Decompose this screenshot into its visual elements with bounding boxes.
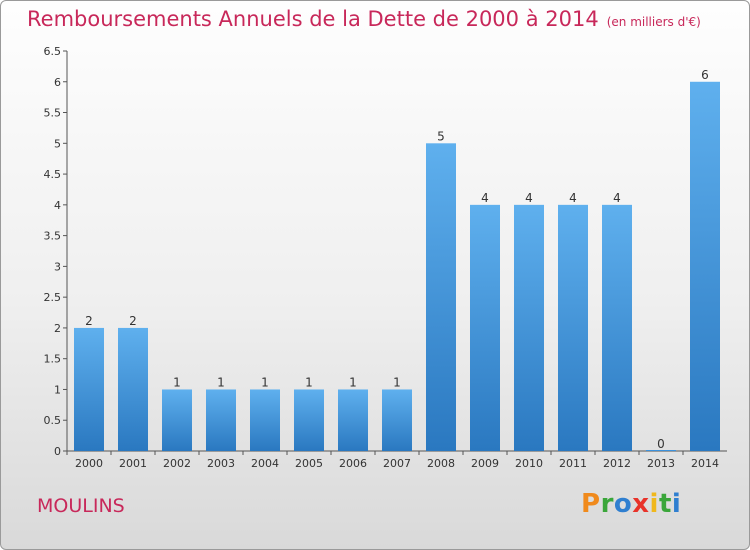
y-tick-label: 3.5	[44, 230, 62, 243]
value-label: 1	[261, 375, 269, 389]
y-tick-label: 4	[54, 199, 61, 212]
bar-2000	[74, 327, 104, 451]
x-tick-label: 2008	[427, 457, 455, 470]
x-tick-label: 2009	[471, 457, 499, 470]
y-tick-label: 6	[54, 76, 61, 89]
bar-2003	[206, 389, 236, 451]
x-tick-label: 2013	[647, 457, 675, 470]
town-name: MOULINS	[37, 495, 125, 517]
bar-2011	[558, 204, 588, 451]
y-tick-label: 2	[54, 322, 61, 335]
bar-2009	[470, 204, 500, 451]
value-label: 6	[701, 68, 709, 82]
y-tick-label: 0.5	[44, 414, 62, 427]
value-label: 1	[393, 375, 401, 389]
logo-letter: t	[658, 489, 672, 519]
y-tick-label: 4.5	[44, 168, 62, 181]
x-tick-label: 2006	[339, 457, 367, 470]
y-tick-label: 1	[54, 383, 61, 396]
bar-2012	[602, 204, 632, 451]
y-axis-ticks: 0 0.5 1 1.5 2 2.5 3 3.5 4 4.5 5 5.5 6 6.5	[44, 45, 67, 458]
bar-2001	[118, 327, 148, 451]
y-tick-label: 5	[54, 137, 61, 150]
y-tick-label: 1.5	[44, 353, 62, 366]
x-tick-label: 2002	[163, 457, 191, 470]
value-label: 1	[305, 375, 313, 389]
y-tick-label: 6.5	[44, 45, 62, 58]
bars	[74, 81, 720, 452]
value-label: 4	[481, 191, 489, 205]
value-label: 1	[217, 375, 225, 389]
y-tick-label: 5.5	[44, 107, 62, 120]
y-tick-label: 3	[54, 260, 61, 273]
bar-2014	[690, 81, 720, 452]
chart-unit: (en milliers d'€)	[606, 15, 701, 29]
bar-2004	[250, 389, 280, 451]
logo-letter: P	[581, 489, 601, 519]
proxiti-logo[interactable]: Proxiti	[581, 489, 681, 519]
value-label: 5	[437, 129, 445, 143]
x-tick-label: 2000	[75, 457, 103, 470]
bar-2008	[426, 143, 456, 452]
x-tick-label: 2004	[251, 457, 279, 470]
value-label: 0	[657, 437, 665, 451]
value-labels: 2 2 1 1 1 1 1 1 5 4 4 4 4 0 6	[85, 68, 709, 451]
bar-2007	[382, 389, 412, 451]
logo-letter: o	[613, 489, 633, 519]
x-tick-label: 2012	[603, 457, 631, 470]
logo-letter: i	[649, 489, 659, 519]
value-label: 2	[129, 314, 137, 328]
value-label: 4	[569, 191, 577, 205]
value-label: 4	[613, 191, 621, 205]
bar-2005	[294, 389, 324, 451]
x-tick-label: 2010	[515, 457, 543, 470]
x-tick-label: 2001	[119, 457, 147, 470]
logo-letter: i	[671, 489, 682, 519]
value-label: 1	[173, 375, 181, 389]
x-tick-label: 2011	[559, 457, 587, 470]
value-label: 1	[349, 375, 357, 389]
bar-2010	[514, 204, 544, 451]
bar-2013	[646, 450, 676, 451]
x-tick-label: 2005	[295, 457, 323, 470]
logo-letter: x	[632, 489, 650, 519]
value-label: 2	[85, 314, 93, 328]
x-tick-label: 2003	[207, 457, 235, 470]
title-row: Remboursements Annuels de la Dette de 20…	[27, 7, 701, 31]
bar-2006	[338, 389, 368, 451]
x-tick-label: 2007	[383, 457, 411, 470]
logo-letter: r	[600, 489, 614, 519]
x-tick-label: 2014	[691, 457, 719, 470]
bar-2002	[162, 389, 192, 451]
y-tick-label: 2.5	[44, 291, 62, 304]
chart-title: Remboursements Annuels de la Dette de 20…	[27, 7, 599, 31]
value-label: 4	[525, 191, 533, 205]
x-axis-ticks: 2000 2001 2002 2003 2004 2005 2006 2007 2008 2009…	[66, 451, 719, 470]
y-tick-label: 0	[54, 445, 61, 458]
